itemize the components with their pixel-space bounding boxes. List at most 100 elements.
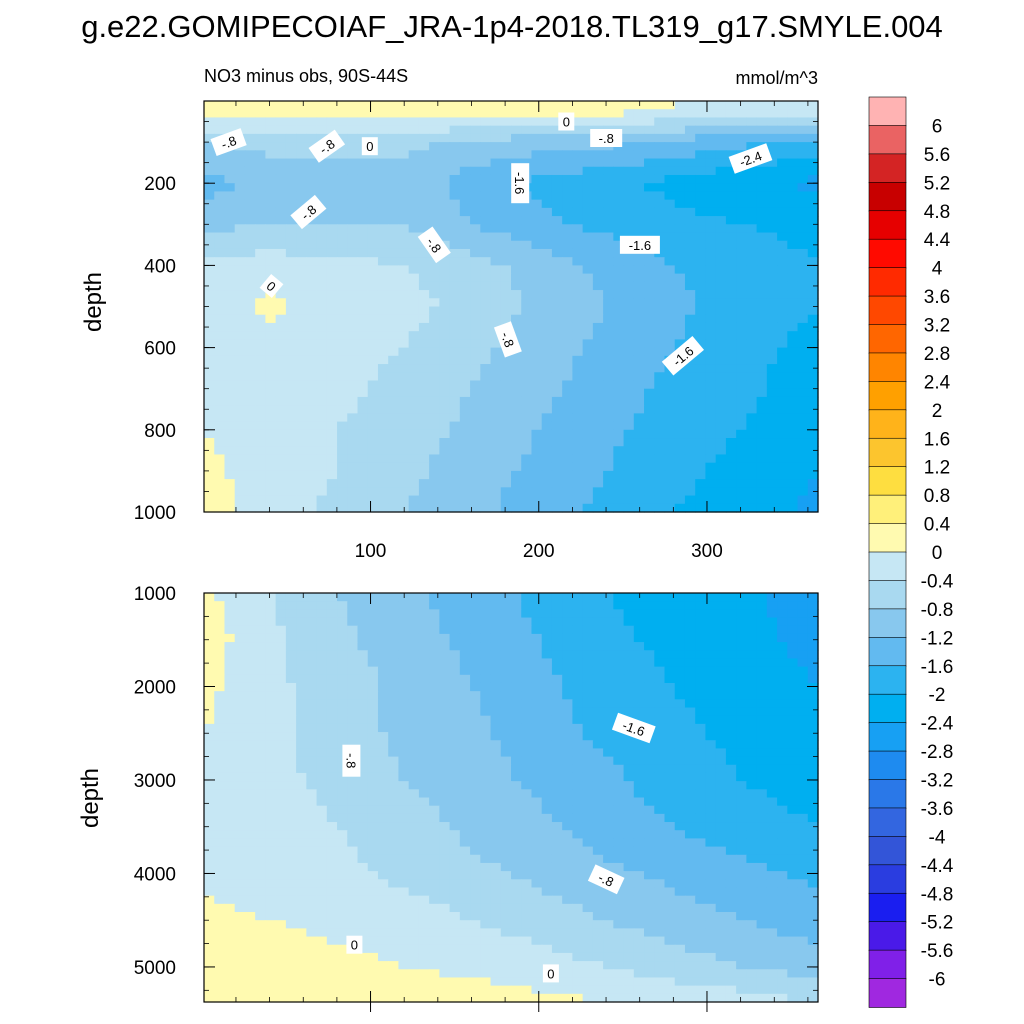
field-cell: [449, 699, 461, 709]
field-cell: [306, 593, 318, 602]
field-cell: [746, 207, 758, 217]
field-cell: [603, 372, 614, 382]
field-cell: [521, 224, 533, 234]
field-cell: [500, 813, 512, 823]
field-cell: [787, 142, 799, 151]
field-cell: [684, 331, 696, 340]
field-cell: [531, 470, 543, 480]
field-cell: [214, 822, 226, 831]
field-cell: [674, 503, 686, 513]
field-cell: [664, 117, 676, 127]
field-cell: [367, 421, 379, 431]
field-cell: [296, 487, 307, 497]
field-cell: [234, 396, 246, 406]
field-cell: [408, 133, 420, 143]
field-cell: [797, 666, 809, 676]
field-cell: [695, 142, 707, 151]
field-cell: [695, 355, 707, 365]
field-cell: [623, 822, 635, 831]
field-cell: [797, 479, 809, 488]
field-cell: [470, 617, 481, 627]
field-cell: [572, 723, 584, 733]
field-cell: [429, 117, 440, 127]
field-cell: [787, 446, 799, 456]
field-cell: [623, 503, 635, 513]
field-cell: [429, 298, 440, 308]
field-cell: [511, 633, 522, 643]
field-cell: [541, 372, 553, 382]
field-cell: [623, 470, 635, 480]
field-cell: [418, 756, 430, 766]
field-cell: [592, 207, 604, 217]
field-cell: [746, 446, 758, 456]
field-cell: [572, 601, 584, 610]
field-cell: [725, 298, 737, 308]
field-cell: [204, 232, 215, 242]
field-cell: [490, 142, 502, 151]
field-cell: [296, 339, 307, 349]
field-cell: [296, 429, 307, 439]
field-cell: [572, 158, 584, 168]
field-cell: [490, 339, 502, 349]
field-cell: [377, 429, 389, 439]
field-cell: [449, 593, 461, 602]
field-cell: [725, 593, 737, 602]
field-cell: [459, 413, 471, 423]
field-cell: [255, 150, 266, 160]
field-cell: [644, 265, 655, 275]
field-cell: [244, 421, 256, 431]
field-cell: [654, 166, 666, 176]
field-cell: [807, 421, 819, 431]
field-cell: [766, 101, 778, 110]
field-cell: [429, 191, 440, 201]
field-cell: [736, 306, 747, 316]
field-cell: [797, 715, 809, 725]
field-cell: [234, 601, 246, 610]
field-cell: [234, 838, 246, 848]
field-cell: [255, 413, 266, 423]
field-cell: [511, 470, 522, 480]
field-cell: [603, 503, 614, 513]
field-cell: [725, 495, 737, 505]
field-cell: [500, 674, 512, 684]
field-cell: [756, 364, 768, 373]
field-cell: [613, 158, 625, 168]
field-cell: [766, 756, 778, 766]
field-cell: [664, 216, 676, 225]
field-cell: [807, 183, 819, 193]
field-cell: [511, 355, 522, 365]
field-cell: [357, 797, 369, 807]
field-cell: [204, 617, 215, 627]
field-cell: [398, 446, 410, 456]
field-cell: [337, 109, 348, 119]
field-cell: [337, 633, 348, 643]
field-cell: [551, 740, 563, 750]
field-cell: [418, 691, 430, 700]
field-cell: [787, 666, 799, 676]
field-cell: [613, 388, 625, 398]
field-cell: [746, 380, 758, 390]
field-cell: [285, 125, 297, 135]
field-cell: [725, 470, 737, 480]
field-cell: [592, 339, 604, 349]
field-cell: [562, 331, 573, 340]
field-cell: [367, 699, 379, 709]
field-cell: [715, 797, 727, 807]
field-cell: [644, 109, 655, 119]
field-cell: [674, 380, 686, 390]
field-cell: [275, 813, 287, 823]
field-cell: [797, 797, 809, 807]
field-cell: [623, 191, 635, 201]
field-cell: [613, 265, 625, 275]
field-cell: [306, 290, 318, 299]
field-cell: [654, 314, 666, 324]
field-cell: [316, 789, 328, 799]
field-cell: [398, 388, 410, 398]
field-cell: [470, 609, 481, 619]
field-cell: [777, 117, 788, 127]
field-cell: [449, 797, 461, 807]
field-cell: [521, 339, 533, 349]
field-cell: [674, 658, 686, 668]
field-cell: [224, 413, 236, 423]
field-cell: [531, 306, 543, 316]
